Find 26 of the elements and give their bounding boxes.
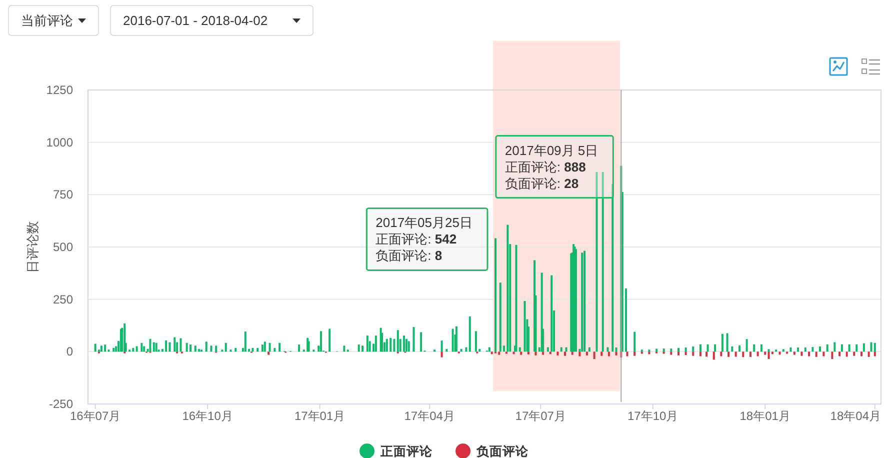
annotation: 2017年05月25日 <box>376 215 472 230</box>
annotation: 正面评论: 542 <box>376 232 457 247</box>
annotation: 2017年09月 5日 <box>504 142 598 158</box>
y-tick-label: 500 <box>52 240 74 254</box>
y-tick-label: 750 <box>52 188 74 202</box>
y-tick-label: -250 <box>48 397 74 411</box>
y-tick-label: 250 <box>52 292 74 306</box>
annotation: 负面评论: 28 <box>504 176 579 191</box>
x-tick-label: 16年07月 <box>70 409 121 423</box>
text: 当前评论 <box>21 13 73 28</box>
x-tick-label: 18年01月 <box>740 409 790 423</box>
y-axis-title: 日评论数 <box>25 221 40 273</box>
annotation: 负面评论: 8 <box>376 248 442 264</box>
y-tick-label: 1250 <box>46 83 74 97</box>
x-tick-label: 17年04月 <box>404 409 455 423</box>
y-tick-label: 1000 <box>46 135 74 150</box>
text: 2016-07-01 - 2018-04-02 <box>123 13 268 28</box>
x-tick-label: 18年04月 <box>830 409 881 423</box>
annotation: 正面评论: 888 <box>504 159 586 174</box>
legend-label: 负面评论 <box>476 444 530 458</box>
x-tick-label: 17年07月 <box>515 409 566 423</box>
legend-label: 正面评论 <box>380 444 434 458</box>
x-tick-label: 16年10月 <box>182 409 233 423</box>
y-tick-label: 0 <box>66 344 74 359</box>
x-tick-label: 17年10月 <box>628 409 678 423</box>
x-tick-label: 17年01月 <box>294 409 346 423</box>
